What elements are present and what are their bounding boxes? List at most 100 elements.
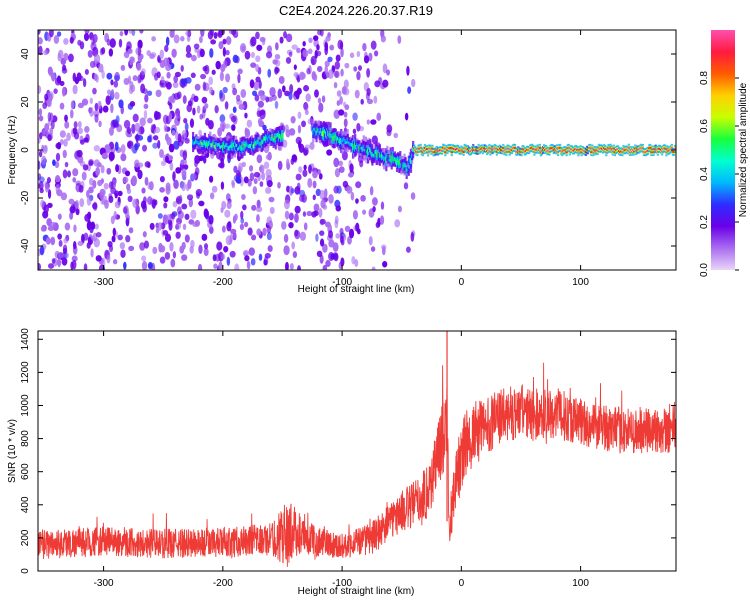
heatmap-cell <box>313 73 318 82</box>
heatmap-cell <box>243 221 249 228</box>
heatmap-cell <box>222 86 228 94</box>
heatmap-cell <box>143 103 149 110</box>
heatmap-cell <box>45 183 49 193</box>
heatmap-cell <box>66 132 71 141</box>
heatmap-cell <box>339 41 344 50</box>
heatmap-cell <box>123 119 131 129</box>
heatmap-cell <box>220 207 224 214</box>
colorbar-ticks: 0.0 0.2 0.4 0.6 0.8 <box>699 71 739 277</box>
heatmap-cell <box>256 214 260 223</box>
heatmap-cell <box>137 39 143 50</box>
heatmap-cell <box>94 113 99 123</box>
snr-y-tick-label: 600 <box>20 463 31 480</box>
heatmap-cell <box>38 30 41 35</box>
heatmap-cell <box>81 171 87 181</box>
heatmap-cell <box>143 109 148 120</box>
heatmap-cell <box>92 33 98 43</box>
heatmap-cell <box>289 263 294 270</box>
heatmap-cell <box>127 141 131 148</box>
heatmap-cell <box>340 68 344 77</box>
heatmap-cell <box>57 52 61 62</box>
heatmap-cell <box>97 100 102 110</box>
heatmap-cell <box>255 55 261 63</box>
heatmap-cell <box>137 169 143 180</box>
heatmap-cell <box>301 120 306 128</box>
heatmap-cell <box>147 117 153 124</box>
heatmap-cell <box>54 161 60 169</box>
heatmap-cell <box>325 259 331 268</box>
heatmap-cell <box>128 245 135 252</box>
heatmap-cell <box>47 263 55 269</box>
heatmap-cell <box>363 55 370 64</box>
heatmap-cell <box>342 180 349 188</box>
heatmap-cell <box>302 49 309 58</box>
heatmap-cell <box>312 170 318 179</box>
heatmap-cell <box>70 100 75 110</box>
heatmap-cell <box>245 128 251 139</box>
heatmap-cell <box>93 145 101 152</box>
heatmap-cell <box>218 261 223 270</box>
heatmap-cell <box>151 36 156 42</box>
heatmap-cell <box>326 149 333 156</box>
heatmap-cell <box>164 233 172 243</box>
heatmap-cell <box>132 113 139 123</box>
heatmap-cell <box>397 35 402 44</box>
heatmap-cell <box>171 212 176 220</box>
heatmap-cell <box>141 187 146 194</box>
snr-y-tick-label: 1000 <box>20 394 31 417</box>
heatmap-cell <box>348 172 354 178</box>
heatmap-cell <box>325 35 331 42</box>
heatmap-cell <box>164 44 169 53</box>
heatmap-ridge-core <box>462 150 465 153</box>
heatmap-cell <box>64 121 70 129</box>
heatmap-cell <box>182 150 188 161</box>
heatmap-cell <box>372 197 378 206</box>
heatmap-cell <box>266 232 272 241</box>
heatmap-cell <box>241 193 246 201</box>
heatmap-cell <box>366 119 370 125</box>
heatmap-cell <box>99 188 106 197</box>
heatmap-cell <box>156 111 162 120</box>
heatmap-cell <box>298 71 306 81</box>
heatmap-cell <box>302 169 308 178</box>
heatmap-cell <box>126 41 132 51</box>
heatmap-cell <box>231 30 237 36</box>
heatmap-cell <box>368 236 373 246</box>
heatmap-cell <box>226 256 231 266</box>
heatmap-cell <box>249 165 254 172</box>
heatmap-cell <box>366 67 371 78</box>
heatmap-cell <box>147 261 153 269</box>
heatmap-ridge-core <box>427 151 430 154</box>
heatmap-cell <box>311 211 317 218</box>
heatmap-cell <box>278 75 285 84</box>
heatmap-cell <box>277 181 281 189</box>
heatmap-ridge-core <box>589 146 592 149</box>
heatmap-cell <box>144 94 149 103</box>
heatmap-cell <box>38 150 43 158</box>
heatmap-cell <box>306 210 313 217</box>
heatmap-cell <box>239 223 245 231</box>
heatmap-cell <box>172 81 179 89</box>
heatmap-cell <box>117 190 123 197</box>
heatmap-cell <box>182 223 187 231</box>
heatmap-cell <box>232 54 239 64</box>
heatmap-cell <box>256 228 262 236</box>
heatmap-cell <box>72 177 77 183</box>
spectrogram-x-tick-label: 100 <box>572 277 589 288</box>
heatmap-cell <box>303 102 309 112</box>
heatmap-cell <box>234 263 240 270</box>
heatmap-cell <box>53 88 58 94</box>
heatmap-cell <box>109 38 116 48</box>
heatmap-cell <box>284 90 290 97</box>
colorbar-gradient <box>711 30 735 270</box>
spectrogram-x-tick-label: -200 <box>213 277 233 288</box>
heatmap-cell <box>88 160 94 167</box>
heatmap-cell <box>38 108 43 116</box>
heatmap-cell <box>105 95 111 106</box>
heatmap-cell <box>334 61 341 70</box>
heatmap-cell <box>352 112 358 121</box>
heatmap-cell <box>265 168 272 178</box>
heatmap-cell <box>79 41 85 50</box>
heatmap-cell <box>106 254 111 264</box>
heatmap-cell <box>222 38 227 45</box>
